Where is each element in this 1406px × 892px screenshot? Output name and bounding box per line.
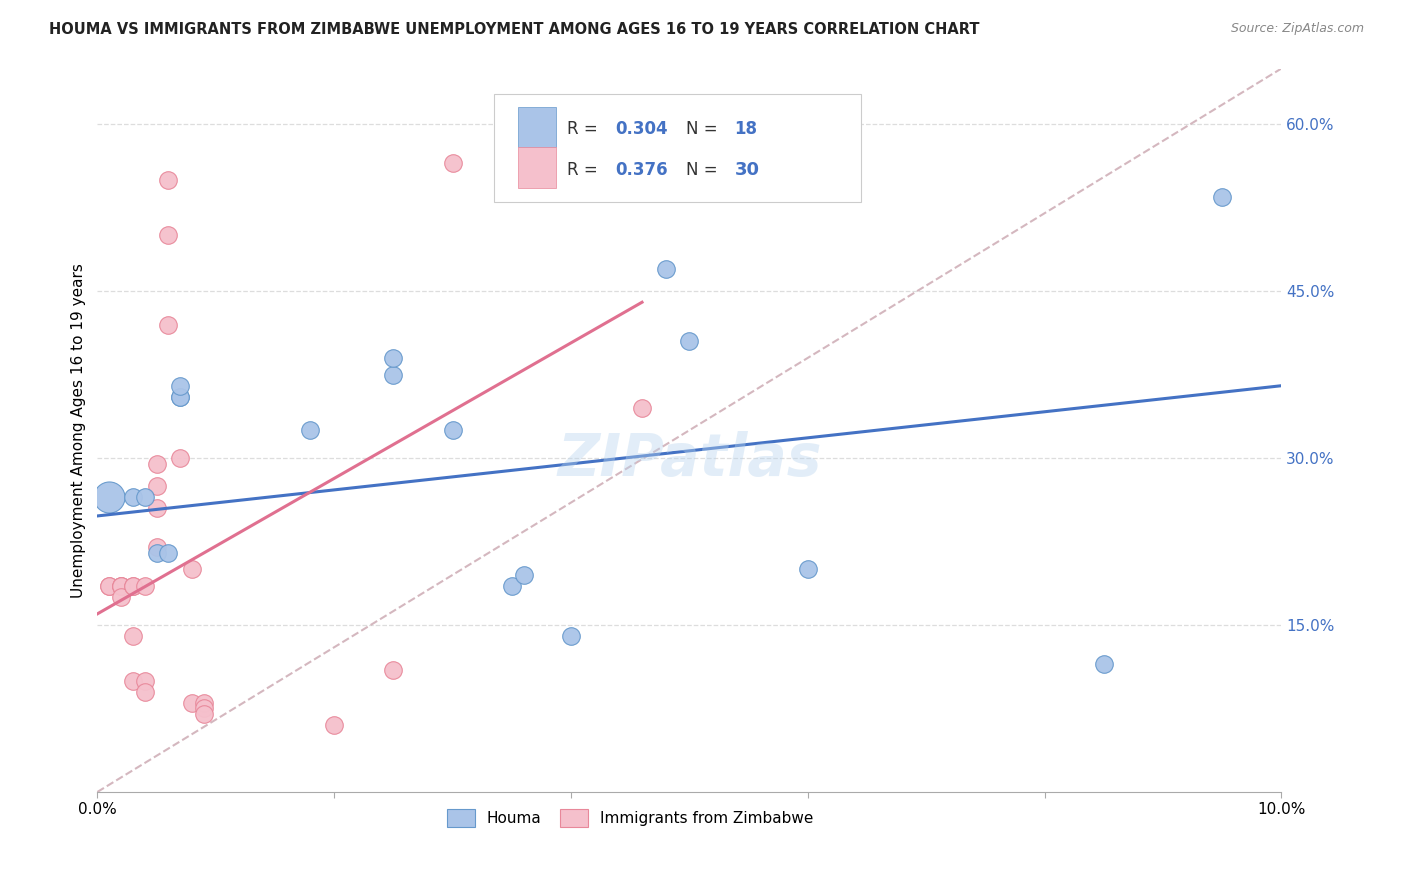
Text: 30: 30 xyxy=(734,161,759,178)
Point xyxy=(181,696,204,710)
Point xyxy=(134,579,156,593)
Point xyxy=(122,579,145,593)
Point xyxy=(181,562,204,576)
Point xyxy=(512,568,534,582)
Point xyxy=(678,334,700,349)
Point xyxy=(157,173,180,187)
Point xyxy=(501,579,523,593)
Text: R =: R = xyxy=(568,120,603,137)
Point xyxy=(441,156,464,170)
Point xyxy=(98,579,121,593)
Point xyxy=(122,579,145,593)
Point xyxy=(98,490,121,504)
Point xyxy=(145,546,167,560)
Point xyxy=(98,579,121,593)
FancyBboxPatch shape xyxy=(517,107,555,147)
Point xyxy=(631,401,654,415)
Point xyxy=(145,479,167,493)
Y-axis label: Unemployment Among Ages 16 to 19 years: Unemployment Among Ages 16 to 19 years xyxy=(72,263,86,598)
Point xyxy=(382,368,405,382)
Point xyxy=(169,390,191,404)
Text: 0.304: 0.304 xyxy=(614,120,668,137)
Legend: Houma, Immigrants from Zimbabwe: Houma, Immigrants from Zimbabwe xyxy=(440,801,821,835)
Text: Source: ZipAtlas.com: Source: ZipAtlas.com xyxy=(1230,22,1364,36)
Point xyxy=(122,673,145,688)
Point xyxy=(145,540,167,554)
FancyBboxPatch shape xyxy=(517,147,555,188)
Text: 0.376: 0.376 xyxy=(614,161,668,178)
Point xyxy=(169,378,191,392)
Point xyxy=(134,490,156,504)
Point xyxy=(323,718,346,732)
Text: N =: N = xyxy=(686,161,723,178)
Point xyxy=(157,318,180,332)
Point xyxy=(193,701,215,715)
Point xyxy=(110,579,132,593)
Point xyxy=(382,663,405,677)
Point xyxy=(122,490,145,504)
Text: N =: N = xyxy=(686,120,723,137)
Point xyxy=(110,579,132,593)
Text: ZIPatlas: ZIPatlas xyxy=(557,431,821,488)
Point xyxy=(145,457,167,471)
Point xyxy=(193,707,215,722)
Point xyxy=(169,390,191,404)
Point xyxy=(1092,657,1115,671)
Text: HOUMA VS IMMIGRANTS FROM ZIMBABWE UNEMPLOYMENT AMONG AGES 16 TO 19 YEARS CORRELA: HOUMA VS IMMIGRANTS FROM ZIMBABWE UNEMPL… xyxy=(49,22,980,37)
Point xyxy=(441,423,464,437)
Point xyxy=(299,423,322,437)
Point xyxy=(157,228,180,243)
Point xyxy=(654,261,676,276)
Point xyxy=(797,562,820,576)
Point xyxy=(145,501,167,516)
Point xyxy=(382,351,405,365)
Point xyxy=(560,629,582,643)
Point xyxy=(193,696,215,710)
Text: R =: R = xyxy=(568,161,603,178)
Point xyxy=(110,590,132,604)
Point xyxy=(169,451,191,466)
Point xyxy=(134,685,156,699)
FancyBboxPatch shape xyxy=(494,94,860,202)
Point xyxy=(134,673,156,688)
Point xyxy=(157,546,180,560)
Text: 18: 18 xyxy=(734,120,758,137)
Point xyxy=(110,579,132,593)
Point xyxy=(1211,189,1233,203)
Point xyxy=(122,629,145,643)
